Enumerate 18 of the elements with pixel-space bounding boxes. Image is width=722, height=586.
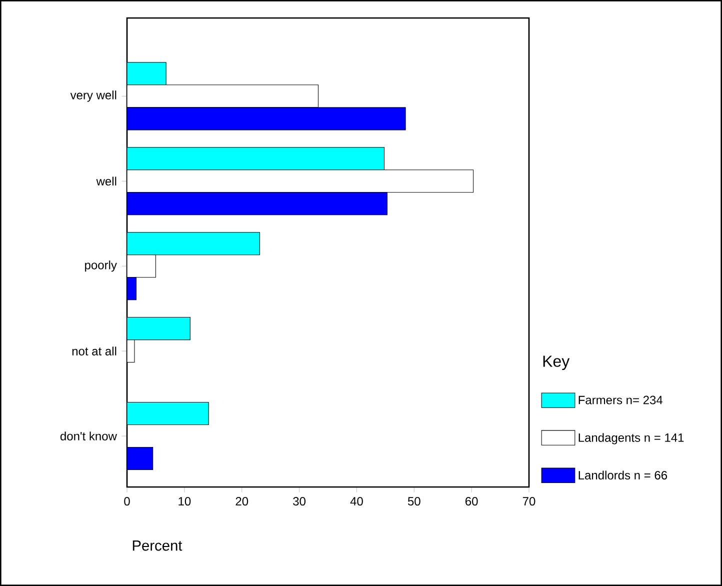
- x-tick-label: 40: [350, 497, 363, 506]
- y-tick-label: very well: [70, 90, 116, 102]
- x-tick-label: 0: [124, 497, 130, 506]
- x-axis-title: Percent: [132, 540, 182, 551]
- legend-label: Landagents n = 141: [578, 433, 684, 444]
- legend-label: Farmers n= 234: [578, 396, 662, 404]
- y-tick-label: don't know: [60, 432, 117, 440]
- legend-title: Key: [543, 356, 570, 370]
- y-tick-label: poorly: [85, 260, 117, 272]
- x-tick-label: 60: [466, 497, 478, 506]
- legend-label: Landlords n = 66: [578, 470, 668, 480]
- x-tick-label: 10: [178, 497, 191, 506]
- y-tick-label: not at all: [72, 346, 116, 356]
- x-tick-label: 50: [408, 497, 420, 506]
- x-tick-label: 20: [236, 497, 248, 506]
- x-tick-label: 30: [293, 497, 306, 506]
- y-tick-label: well: [96, 176, 116, 186]
- x-tick-label: 70: [522, 497, 536, 506]
